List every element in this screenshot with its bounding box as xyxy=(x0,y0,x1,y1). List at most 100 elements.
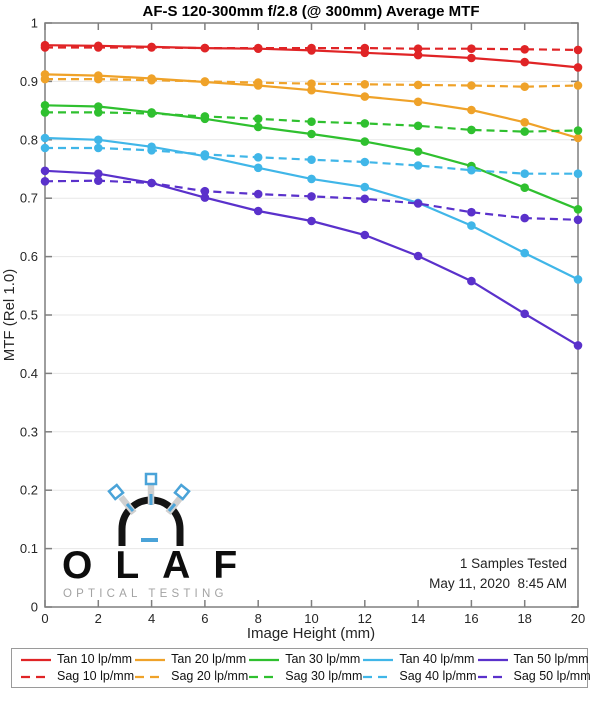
data-point-tan-30-lp-mm xyxy=(307,129,316,139)
data-point-tan-10-lp-mm xyxy=(413,50,423,60)
data-point-sag-30-lp-mm xyxy=(40,108,50,117)
legend-entry-tan-10-lp-mm: Tan 10 lp/mm xyxy=(20,653,134,666)
data-point-sag-50-lp-mm xyxy=(573,215,583,225)
data-point-tan-20-lp-mm xyxy=(307,85,316,95)
logo-ray-tip-left-icon xyxy=(107,483,125,501)
legend-entry-tan-50-lp-mm: Tan 50 lp/mm xyxy=(477,653,591,666)
data-point-tan-20-lp-mm xyxy=(520,118,529,127)
data-point-sag-30-lp-mm xyxy=(360,119,370,128)
data-point-sag-30-lp-mm xyxy=(200,112,210,121)
data-point-tan-30-lp-mm xyxy=(94,102,103,111)
legend-swatch-sag-40-lp-mm xyxy=(363,675,394,678)
data-point-sag-40-lp-mm xyxy=(200,150,210,159)
legend-entry-sag-10-lp-mm: Sag 10 lp/mm xyxy=(20,670,134,683)
y-tick-label: 0 xyxy=(31,600,38,615)
data-point-sag-40-lp-mm xyxy=(94,143,103,153)
data-point-sag-50-lp-mm xyxy=(307,192,316,201)
series-sag-20-lp-mm xyxy=(40,74,583,91)
data-point-tan-50-lp-mm xyxy=(94,169,103,178)
data-point-sag-10-lp-mm xyxy=(360,43,370,53)
logo-ray-tip-center-icon xyxy=(144,472,158,486)
data-point-sag-40-lp-mm xyxy=(253,153,263,162)
data-point-tan-50-lp-mm xyxy=(413,251,423,261)
data-point-tan-20-lp-mm xyxy=(413,97,423,107)
data-point-sag-20-lp-mm xyxy=(94,74,103,84)
data-point-tan-50-lp-mm xyxy=(307,216,316,226)
chart-title: AF-S 120-300mm f/2.8 (@ 300mm) Average M… xyxy=(143,3,480,20)
logo-ray-tip-right-icon xyxy=(173,483,191,501)
data-point-sag-40-lp-mm xyxy=(40,143,50,153)
data-point-sag-20-lp-mm xyxy=(573,81,583,90)
legend-swatch-tan-30-lp-mm xyxy=(249,658,280,661)
data-point-sag-50-lp-mm xyxy=(200,186,210,196)
y-tick-label: 0.2 xyxy=(20,483,38,498)
data-point-sag-20-lp-mm xyxy=(200,77,210,86)
data-point-sag-20-lp-mm xyxy=(40,74,50,84)
legend-label-sag-50-lp-mm: Sag 50 lp/mm xyxy=(513,669,591,684)
legend-swatch-tan-40-lp-mm xyxy=(363,658,394,661)
legend-entry-sag-30-lp-mm: Sag 30 lp/mm xyxy=(248,670,362,683)
data-point-tan-50-lp-mm xyxy=(200,193,210,202)
legend-swatch-tan-10-lp-mm xyxy=(21,658,51,661)
data-point-sag-10-lp-mm xyxy=(147,43,156,52)
data-point-tan-30-lp-mm xyxy=(253,122,263,132)
data-point-sag-50-lp-mm xyxy=(520,213,529,223)
data-point-tan-10-lp-mm xyxy=(520,57,529,67)
data-point-sag-50-lp-mm xyxy=(413,199,423,208)
data-point-sag-40-lp-mm xyxy=(573,169,583,178)
data-point-sag-30-lp-mm xyxy=(253,114,263,124)
legend-entry-sag-50-lp-mm: Sag 50 lp/mm xyxy=(477,670,591,683)
data-point-tan-40-lp-mm xyxy=(360,182,370,192)
legend: Tan 10 lp/mm Sag 10 lp/mm Tan 20 lp/mm Sag … xyxy=(11,648,591,688)
legend-label-tan-10-lp-mm: Tan 10 lp/mm xyxy=(57,652,133,667)
y-tick-label: 0.1 xyxy=(20,541,38,556)
x-tick-label: 18 xyxy=(517,611,531,626)
data-point-sag-20-lp-mm xyxy=(147,75,156,85)
data-point-sag-10-lp-mm xyxy=(40,43,50,52)
data-point-sag-40-lp-mm xyxy=(413,161,423,170)
data-point-sag-20-lp-mm xyxy=(360,80,370,89)
data-point-sag-30-lp-mm xyxy=(307,117,316,126)
data-point-tan-50-lp-mm xyxy=(467,276,476,286)
data-point-sag-10-lp-mm xyxy=(413,44,423,53)
x-tick-label: 6 xyxy=(201,611,208,626)
x-tick-label: 12 xyxy=(358,611,372,626)
legend-label-tan-20-lp-mm: Tan 20 lp/mm xyxy=(171,652,247,667)
data-point-sag-10-lp-mm xyxy=(200,43,210,53)
legend-label-tan-40-lp-mm: Tan 40 lp/mm xyxy=(399,652,475,667)
legend-label-sag-40-lp-mm: Sag 40 lp/mm xyxy=(399,669,477,684)
data-point-tan-20-lp-mm xyxy=(360,92,370,101)
data-point-sag-30-lp-mm xyxy=(94,108,103,117)
data-point-tan-30-lp-mm xyxy=(573,205,583,214)
legend-swatch-tan-50-lp-mm xyxy=(477,658,508,661)
data-point-tan-50-lp-mm xyxy=(40,166,50,176)
series-sag-10-lp-mm xyxy=(40,43,583,55)
data-point-sag-30-lp-mm xyxy=(467,125,476,135)
data-point-tan-40-lp-mm xyxy=(520,248,529,258)
legend-label-sag-10-lp-mm: Sag 10 lp/mm xyxy=(57,669,135,684)
annotation-samples-tested: 1 Samples Tested xyxy=(460,556,567,571)
legend-label-sag-20-lp-mm: Sag 20 lp/mm xyxy=(171,669,249,684)
data-point-tan-30-lp-mm xyxy=(360,137,370,146)
x-tick-label: 2 xyxy=(95,611,102,626)
legend-label-tan-50-lp-mm: Tan 50 lp/mm xyxy=(513,652,589,667)
data-point-sag-30-lp-mm xyxy=(147,109,156,118)
y-tick-label: 0.9 xyxy=(20,74,38,89)
logo-ray-tick-left xyxy=(125,503,135,512)
data-point-tan-30-lp-mm xyxy=(40,101,50,110)
y-tick-label: 0.3 xyxy=(20,424,38,439)
legend-swatch-sag-10-lp-mm xyxy=(21,675,51,678)
x-tick-label: 16 xyxy=(464,611,478,626)
data-point-sag-50-lp-mm xyxy=(40,177,50,186)
data-point-sag-50-lp-mm xyxy=(360,194,370,204)
data-point-sag-20-lp-mm xyxy=(520,82,529,91)
mtf-chart: OLAF OPTICAL TESTING 0 2 4 6 8 10 12 14 16 18 2000… xyxy=(1,3,585,642)
annotation-test-date: May 11, 2020 8:45 AM xyxy=(429,576,567,591)
data-point-sag-50-lp-mm xyxy=(467,207,476,217)
y-tick-label: 1 xyxy=(31,16,38,31)
data-point-sag-10-lp-mm xyxy=(573,45,583,55)
legend-swatch-sag-20-lp-mm xyxy=(135,675,166,678)
data-point-sag-20-lp-mm xyxy=(467,81,476,90)
legend-entry-sag-20-lp-mm: Sag 20 lp/mm xyxy=(134,670,248,683)
